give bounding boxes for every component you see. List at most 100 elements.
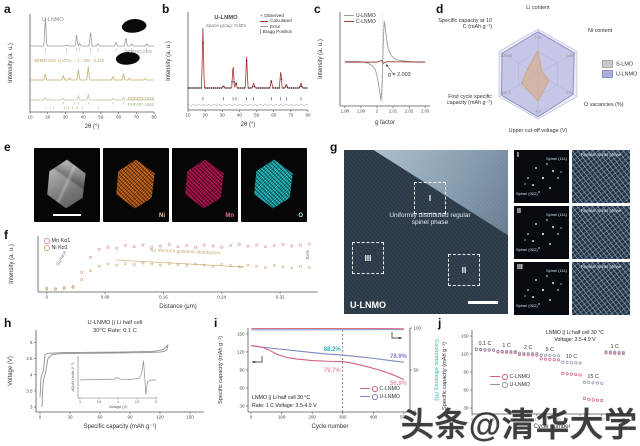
svg-text:0: 0 xyxy=(39,415,42,420)
panel-a-letter: a xyxy=(4,2,11,16)
eds-map-mn: Mn xyxy=(172,148,238,222)
panel-i-legend: C-LNMO U-LNMO xyxy=(360,386,400,401)
fft-id-III: III xyxy=(517,264,523,271)
eds-map-ni: Ni xyxy=(103,148,169,222)
fft-III: III Spinel (111) Spinel (002) xyxy=(514,262,569,315)
radar-axis-firstcycle: First cycle specific capacity (mAh g⁻¹) xyxy=(446,94,492,106)
svg-text:60: 60 xyxy=(271,113,277,118)
svg-text:78.9%: 78.9% xyxy=(390,354,408,360)
lattice-label: Regular spinel phase xyxy=(580,152,622,157)
svg-text:300: 300 xyxy=(339,415,347,420)
svg-text:90: 90 xyxy=(239,368,245,373)
svg-text:150: 150 xyxy=(237,332,245,337)
eds-label-mn: Mn xyxy=(225,213,234,219)
panel-j-info2: Voltage: 3.5-4.9 V xyxy=(554,337,596,343)
panel-c-plot: 1.98 1.99 2 2.01 2.02 2.03 g factor Intensity (… xyxy=(318,12,430,126)
svg-text:Voltage (V): Voltage (V) xyxy=(8,356,14,386)
svg-text:1 C: 1 C xyxy=(502,343,510,349)
svg-text:10: 10 xyxy=(513,418,517,422)
svg-text:79.7%: 79.7% xyxy=(324,368,342,374)
svg-text:4.5: 4.5 xyxy=(26,356,33,361)
svg-text:70: 70 xyxy=(288,113,294,118)
svg-text:200: 200 xyxy=(308,415,316,420)
svg-text:35: 35 xyxy=(621,418,625,422)
scale-bar xyxy=(53,213,81,216)
ref-label-2: PDF#73-1025 xyxy=(127,95,154,101)
svg-text:20: 20 xyxy=(556,418,560,422)
svg-text:30: 30 xyxy=(220,113,226,118)
fft-spot-111: Spinel (111) xyxy=(546,212,567,217)
svg-text:50: 50 xyxy=(254,113,260,118)
svg-text:15 C: 15 C xyxy=(587,374,598,380)
sem-particle xyxy=(47,159,86,209)
panel-i-letter: i xyxy=(214,316,218,330)
svg-text:3.5: 3.5 xyxy=(97,400,102,404)
svg-text:100: 100 xyxy=(414,326,422,331)
fft-II: II Spinel (111) Spinel (002) xyxy=(514,206,569,259)
radar-axis-10c: Specific capacity at 10 C (mAh g⁻¹) xyxy=(438,18,492,30)
svg-text:10 C: 10 C xyxy=(566,354,577,360)
panel-i: i 0 100 200 300 400 500 30 60 90 120 150 0 50 100 Cycl… xyxy=(214,316,440,446)
svg-text:Coulombic efficiency (%): Coulombic efficiency (%) xyxy=(433,339,439,401)
panel-b-subtitle: Space group: Fd3̄m xyxy=(205,23,247,28)
svg-text:10: 10 xyxy=(185,113,191,118)
panel-i-plot: 0 100 200 300 400 500 30 60 90 120 150 0 50 100 Cycle … xyxy=(218,326,439,430)
svg-text:2.03: 2.03 xyxy=(421,109,430,114)
watermark: 头条@清华大学 xyxy=(400,406,638,443)
svg-text:30: 30 xyxy=(463,406,469,411)
svg-text:0.16: 0.16 xyxy=(159,295,168,300)
svg-text:0: 0 xyxy=(250,415,253,420)
svg-text:Intensity (a. u.): Intensity (a. u.) xyxy=(318,39,324,79)
svg-text:105.55: 105.55 xyxy=(500,54,512,58)
bulk-label: Bulk xyxy=(305,250,311,260)
svg-text:5: 5 xyxy=(155,400,157,404)
panel-f-legend: Mn Kα1 Ni Kα1 xyxy=(44,238,70,252)
panel-b-title: U-LNMO xyxy=(214,15,238,21)
panel-j: j 0 5 10 15 20 25 30 35 30 60 90 120 150 Cycle number… xyxy=(438,316,638,446)
panel-d-letter: d xyxy=(436,2,444,16)
svg-text:100: 100 xyxy=(278,415,286,420)
svg-text:2: 2 xyxy=(376,109,379,114)
lattice-II: Regular spinel phase xyxy=(572,206,630,259)
panel-h-title2: 30°C Rate: 0.1 C xyxy=(93,327,137,334)
svg-text:30: 30 xyxy=(67,415,73,420)
svg-text:150: 150 xyxy=(186,415,194,420)
svg-text:120: 120 xyxy=(237,350,245,355)
svg-text:4: 4 xyxy=(30,372,33,377)
svg-text:50: 50 xyxy=(98,115,104,120)
panel-f: f 0 0.08 0.16 0.24 0.32 Distance (μm) Intensit… xyxy=(4,228,328,318)
svg-text:0: 0 xyxy=(45,295,48,300)
fft-I: I Spinel (111) Spinel (002) xyxy=(514,150,569,203)
svg-text:150: 150 xyxy=(461,334,469,339)
radar-axis-ovac: O vacancies (%) xyxy=(584,102,624,108)
svg-text:30: 30 xyxy=(63,115,69,120)
fft-spots-icon xyxy=(541,288,544,291)
panel-h: h 0 30 60 90 120 150 3 3.5 4 4.5 5 Specific capacit… xyxy=(4,316,214,446)
svg-text:Specific capacity (mAh g⁻¹): Specific capacity (mAh g⁻¹) xyxy=(442,342,448,410)
svg-text:15: 15 xyxy=(535,418,539,422)
panel-g-letter: g xyxy=(330,140,338,154)
svg-text:1 C: 1 C xyxy=(611,344,619,350)
tem-image: I II III Uniformly distributed regular s… xyxy=(344,150,508,314)
lattice-label: Regular spinel phase xyxy=(580,208,622,213)
panel-c-letter: c xyxy=(314,2,321,16)
panel-h-title1: U-LNMO || Li half cell xyxy=(87,320,143,326)
eds-label-o: O xyxy=(298,213,303,219)
svg-text:500: 500 xyxy=(400,415,408,420)
trace-label-precursor: 3EMD·NiO·Li₂CO₃ = 1 : 2/6 : 2.1/6 xyxy=(34,58,104,63)
radar-legend: S-LMO U-LNMO xyxy=(602,60,637,78)
svg-text:1.98: 1.98 xyxy=(341,109,350,114)
sem-image xyxy=(34,148,100,222)
panel-e-letter: e xyxy=(4,140,11,154)
tem-annotation: Uniformly distributed regular spinel pha… xyxy=(389,212,471,226)
panel-b-legend: + Observed Calculated Error | Bragg Posi… xyxy=(260,13,293,34)
svg-text:Specific capacity (mAh g⁻¹): Specific capacity (mAh g⁻¹) xyxy=(84,424,157,430)
svg-text:4: 4 xyxy=(117,400,119,404)
panel-j-legend: C-LNMO U-LNMO xyxy=(490,374,530,389)
svg-text:60: 60 xyxy=(97,415,103,420)
fft-spot-002: Spinel (002) xyxy=(516,190,538,196)
svg-text:0.1 C: 0.1 C xyxy=(479,341,492,347)
svg-text:2 C: 2 C xyxy=(524,345,532,351)
tem-scale-bar xyxy=(468,301,498,304)
